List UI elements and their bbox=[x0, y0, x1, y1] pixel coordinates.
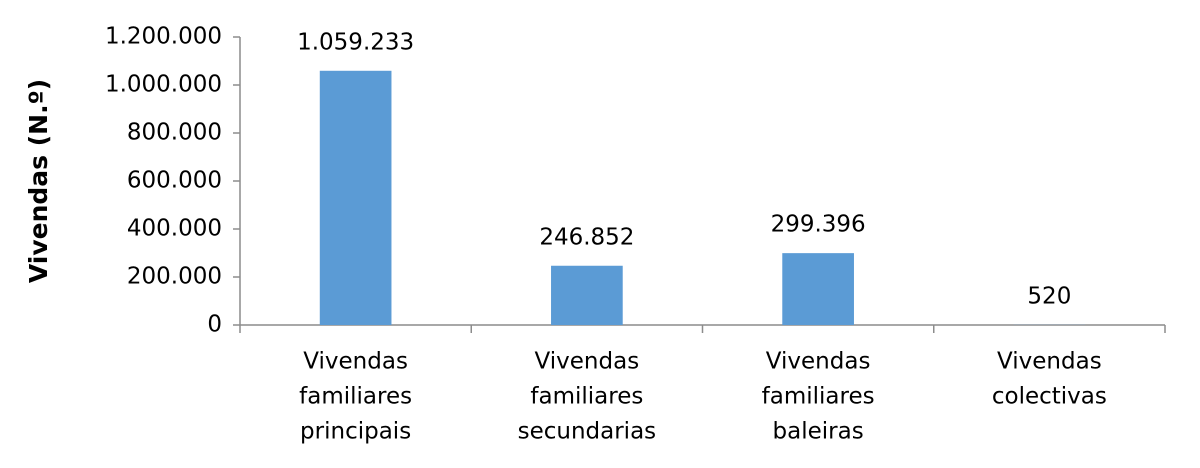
y-tick-label: 1.200.000 bbox=[105, 24, 222, 50]
value-label: 1.059.233 bbox=[297, 29, 414, 55]
x-tick-label: secundarias bbox=[518, 419, 657, 445]
x-tick-label: Vivendas bbox=[766, 349, 871, 375]
bar bbox=[782, 253, 854, 325]
x-tick-label: familiares bbox=[299, 384, 412, 410]
value-label: 299.396 bbox=[771, 212, 866, 238]
bar bbox=[551, 265, 623, 325]
x-tick-label: Vivendas bbox=[997, 349, 1102, 375]
y-tick-label: 0 bbox=[207, 312, 222, 338]
y-tick-label: 600.000 bbox=[127, 168, 222, 194]
y-tick-label: 400.000 bbox=[127, 216, 222, 242]
value-label: 520 bbox=[1027, 283, 1071, 309]
x-tick-label: familiares bbox=[530, 384, 643, 410]
value-label: 246.852 bbox=[539, 224, 634, 250]
x-tick-label: Vivendas bbox=[303, 349, 408, 375]
y-tick-label: 200.000 bbox=[127, 264, 222, 290]
bar bbox=[319, 70, 392, 325]
x-tick-label: baleiras bbox=[773, 419, 864, 445]
x-tick-label: Vivendas bbox=[535, 349, 640, 375]
y-tick-label: 800.000 bbox=[127, 120, 222, 146]
x-tick-label: colectivas bbox=[992, 384, 1107, 410]
x-tick-label: principais bbox=[300, 419, 411, 445]
y-tick-label: 1.000.000 bbox=[105, 72, 222, 98]
x-tick-label: familiares bbox=[762, 384, 875, 410]
y-axis-label: Vivendas (N.º) bbox=[24, 79, 53, 283]
